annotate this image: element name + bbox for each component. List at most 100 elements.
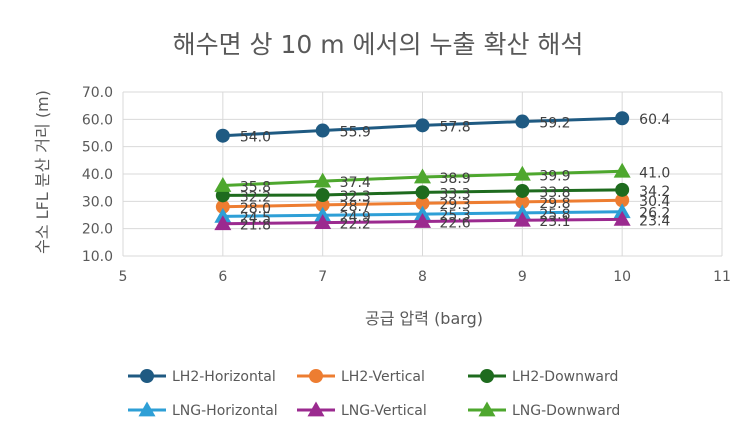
data-point	[215, 199, 230, 214]
data-label: 30.4	[639, 194, 670, 210]
data-label: 29.8	[539, 196, 570, 212]
series-lh2-vertical	[215, 193, 630, 214]
data-label: 34.2	[639, 184, 670, 200]
legend-label: LNG-Horizontal	[172, 403, 278, 419]
y-tick-label: 40.0	[82, 167, 113, 183]
data-point	[613, 162, 631, 178]
legend-entry: LNG-Downward	[468, 401, 620, 419]
data-point	[314, 172, 332, 188]
data-label: 60.4	[639, 112, 670, 128]
y-tick-label: 10.0	[82, 249, 113, 265]
data-label: 23.1	[539, 214, 570, 230]
data-point	[315, 197, 330, 212]
legend-entry: LH2-Horizontal	[128, 369, 276, 385]
data-labels: 54.0 55.9 57.8 59.2 60.4 28.0 28.7 29.3 29.8 30.4…	[240, 112, 671, 234]
chart-title: 해수면 상 10 m 에서의 누출 확산 해석	[173, 30, 584, 59]
data-point	[140, 369, 154, 383]
data-label: 25.8	[539, 207, 570, 223]
data-label: 57.8	[440, 119, 471, 135]
series-lng-downward	[214, 162, 631, 192]
y-tick-label: 50.0	[82, 140, 113, 156]
x-axis-title: 공급 압력 (barg)	[365, 309, 483, 328]
legend-entry: LH2-Downward	[468, 369, 618, 385]
data-label: 28.0	[240, 201, 271, 217]
data-label: 37.4	[340, 175, 371, 191]
x-tick-label: 8	[418, 269, 427, 285]
data-point	[314, 214, 332, 230]
data-label: 33.3	[440, 186, 471, 202]
data-point	[515, 183, 530, 198]
y-tick-label: 30.0	[82, 194, 113, 210]
y-tick-label: 60.0	[82, 112, 113, 128]
data-point	[615, 182, 630, 197]
x-tick-label: 10	[613, 269, 631, 285]
legend-label: LNG-Downward	[512, 403, 620, 419]
data-point	[415, 185, 430, 200]
y-tick-label: 70.0	[82, 85, 113, 101]
legend: LH2-Horizontal LH2-Vertical LH2-Downward LN…	[128, 369, 620, 419]
data-point	[214, 176, 232, 192]
data-point	[515, 114, 530, 129]
series-lh2-horizontal	[215, 111, 630, 143]
data-label: 24.9	[340, 209, 371, 225]
x-tick-label: 6	[218, 269, 227, 285]
legend-label: LNG-Vertical	[341, 403, 427, 419]
data-label: 26.2	[639, 206, 670, 222]
data-point	[478, 401, 496, 417]
legend-entry: LNG-Horizontal	[128, 401, 278, 419]
data-label: 21.8	[240, 218, 271, 234]
data-point	[315, 188, 330, 203]
legend-label: LH2-Downward	[512, 369, 618, 385]
axes: 10.0 20.0 30.0 40.0 50.0 60.0 70.0 5 6 7 8 9 10 11	[82, 85, 731, 285]
legend-label: LH2-Vertical	[341, 369, 425, 385]
x-tick-label: 5	[119, 269, 128, 285]
legend-entry: LNG-Vertical	[297, 401, 427, 419]
data-label: 22.6	[440, 216, 471, 232]
data-point	[613, 210, 631, 226]
data-point	[214, 215, 232, 231]
data-point	[615, 193, 630, 208]
legend-entry: LH2-Vertical	[297, 369, 425, 385]
data-point	[415, 118, 430, 133]
data-label: 25.3	[440, 208, 471, 224]
data-point	[415, 196, 430, 211]
data-point	[414, 168, 431, 184]
data-label: 39.9	[539, 168, 570, 184]
data-label: 28.7	[340, 199, 371, 215]
data-point	[513, 211, 531, 227]
series-group	[214, 111, 631, 231]
data-label: 35.8	[240, 179, 271, 195]
data-label: 55.9	[340, 125, 371, 141]
data-label: 29.3	[440, 197, 471, 213]
data-point	[414, 213, 431, 228]
data-point	[315, 123, 330, 138]
data-label: 33.8	[539, 185, 570, 201]
data-label: 23.4	[639, 213, 670, 229]
y-tick-label: 20.0	[82, 222, 113, 238]
y-axis-title: 수소 LFL 분산 거리 (m)	[33, 90, 52, 254]
data-label: 38.9	[440, 171, 471, 187]
data-label: 32.3	[340, 189, 371, 205]
data-label: 59.2	[539, 116, 570, 132]
data-label: 24.5	[240, 210, 271, 226]
x-tick-label: 7	[318, 269, 327, 285]
data-point	[515, 194, 530, 209]
data-label: 54.0	[240, 130, 271, 146]
data-label: 41.0	[639, 165, 670, 181]
data-label: 22.2	[340, 217, 371, 233]
x-tick-label: 11	[713, 269, 731, 285]
data-point	[138, 401, 156, 417]
legend-label: LH2-Horizontal	[172, 369, 276, 385]
series-lng-vertical	[214, 210, 631, 231]
data-point	[307, 401, 325, 417]
x-tick-label: 9	[518, 269, 527, 285]
data-label: 32.2	[240, 189, 271, 205]
data-point	[513, 165, 531, 181]
data-point	[613, 203, 631, 219]
data-point	[309, 369, 323, 383]
series-lh2-downward	[215, 182, 630, 203]
data-point	[615, 111, 630, 126]
data-point	[215, 128, 230, 143]
data-point	[480, 369, 494, 383]
